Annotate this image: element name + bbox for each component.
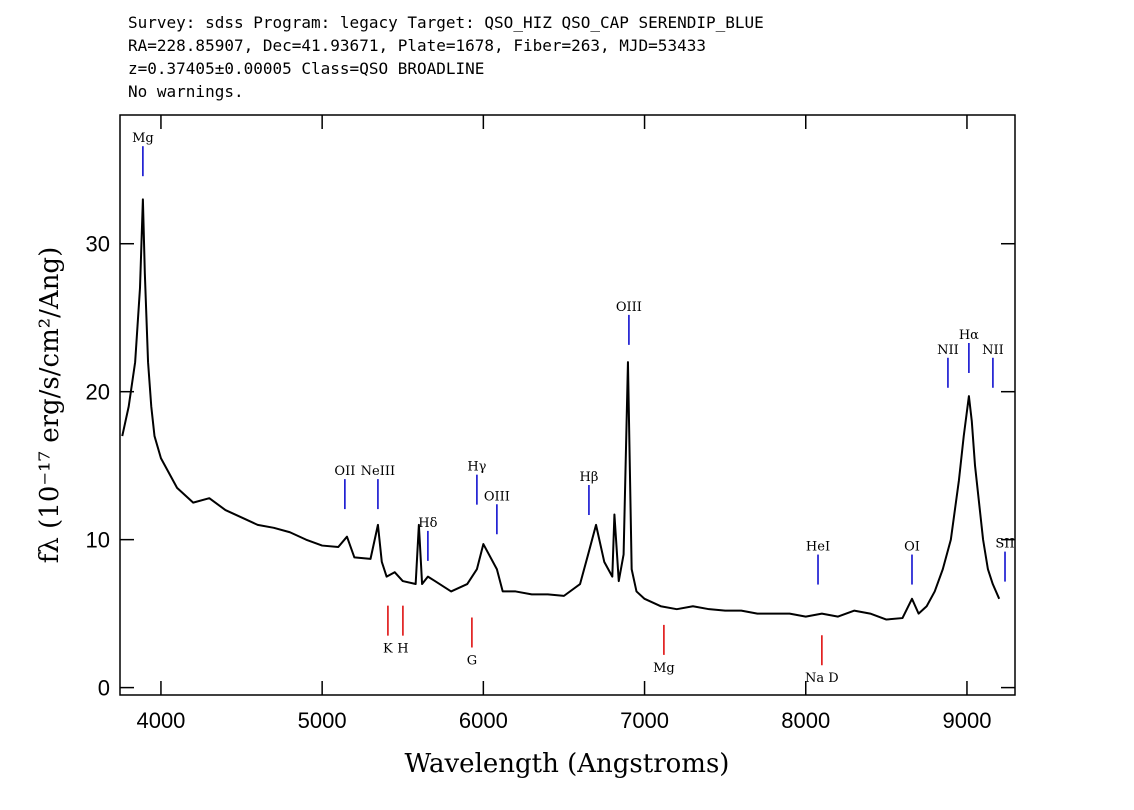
line-label: H [397,642,408,657]
y-tick-label: 30 [86,232,110,257]
y-axis-title: fλ (10⁻¹⁷ erg/s/cm²/Ang) [35,247,65,563]
line-label: G [467,653,477,668]
spectrum-line [121,198,1001,621]
line-label: Mg [132,131,154,146]
line-label: Hβ [580,470,599,485]
x-tick-label: 6000 [459,708,508,733]
line-label: Mg [653,661,675,676]
header-line: RA=228.85907, Dec=41.93671, Plate=1678, … [128,36,706,55]
plot-frame [119,114,1016,696]
line-label: OII [334,464,355,479]
line-label: NeIII [361,464,395,479]
x-tick-label: 7000 [620,708,669,733]
header-line: z=0.37405±0.00005 Class=QSO BROADLINE [128,59,484,78]
line-label: OIII [616,300,642,315]
line-label: Na D [805,671,839,686]
x-axis-title: Wavelength (Angstroms) [405,749,730,779]
line-label: Hδ [418,516,437,531]
line-label: NII [937,343,959,358]
y-tick-label: 10 [86,528,110,553]
header-line: No warnings. [128,82,244,101]
x-tick-label: 9000 [942,708,991,733]
line-label: SII [995,537,1014,552]
y-tick-label: 0 [98,676,110,701]
line-label: OI [904,540,920,555]
x-tick-label: 5000 [298,708,347,733]
line-label: Hα [959,328,979,343]
line-label: Hγ [467,460,486,475]
x-tick-label: 4000 [136,708,185,733]
line-label: NII [982,343,1004,358]
y-tick-label: 20 [86,380,110,405]
x-tick-label: 8000 [781,708,830,733]
line-label: K [383,642,393,657]
header: Survey: sdss Program: legacy Target: QSO… [128,13,764,101]
line-label: HeI [806,540,830,555]
line-label: OIII [484,489,510,504]
header-line: Survey: sdss Program: legacy Target: QSO… [128,13,764,32]
